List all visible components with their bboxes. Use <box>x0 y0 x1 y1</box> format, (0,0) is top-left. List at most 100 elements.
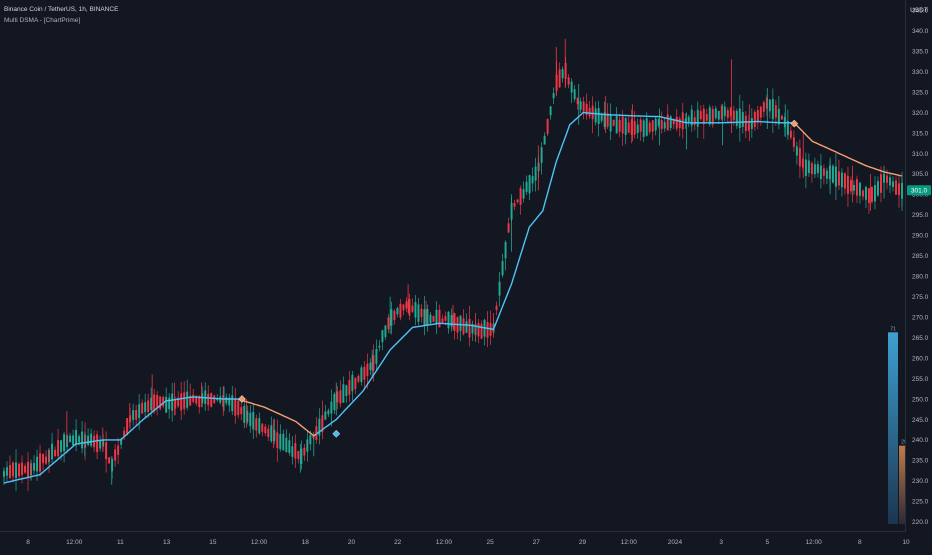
candle-body <box>141 402 144 414</box>
candle-body <box>756 110 759 123</box>
candle-body <box>678 118 681 129</box>
chart-legend[interactable]: Binance Coin / TetherUS, 1h, BINANCE Mul… <box>4 4 118 26</box>
time-tick-label: 13 <box>163 539 171 546</box>
candle-body <box>264 426 267 434</box>
candle-body <box>303 447 306 456</box>
candle-body <box>624 118 627 135</box>
candle-body <box>615 115 618 134</box>
candle-body <box>387 317 390 330</box>
candle-body <box>807 160 810 173</box>
candle-body <box>639 119 642 132</box>
candle-body <box>798 148 801 167</box>
candle-body <box>813 164 816 175</box>
candle-body <box>852 185 855 191</box>
candle-body <box>420 308 423 318</box>
candle-body <box>495 305 498 310</box>
candle-body <box>654 118 657 131</box>
candle-body <box>750 118 753 129</box>
candle-body <box>135 409 138 420</box>
candle-body <box>567 77 570 85</box>
price-tick-label: 250.0 <box>912 396 929 403</box>
candle-body <box>39 453 42 472</box>
candle-body <box>501 261 504 276</box>
candle-body <box>315 426 318 440</box>
candle-body <box>147 400 150 413</box>
candle-body <box>777 108 780 125</box>
candle-body <box>348 380 351 395</box>
candle-body <box>729 107 732 117</box>
candle-body <box>321 415 324 433</box>
candle-body <box>177 397 180 407</box>
candle-body <box>441 318 444 323</box>
candle-body <box>213 395 216 404</box>
dsma-line-bearish <box>793 122 903 177</box>
candle-body <box>825 170 828 179</box>
candle-body <box>570 81 573 93</box>
candle-body <box>447 311 450 329</box>
price-tick-label: 230.0 <box>912 478 929 485</box>
candle-body <box>714 108 717 118</box>
candle-body <box>543 135 546 145</box>
candle-body <box>351 374 354 392</box>
price-axis[interactable]: USDT 220.0 225.0 230.0 235.0 240.0 245.0 250.0 2… <box>906 0 932 550</box>
candle-body <box>87 435 90 445</box>
candle-body <box>153 394 156 412</box>
candle-body <box>708 107 711 125</box>
symbol-title[interactable]: Binance Coin / TetherUS, 1h, BINANCE <box>4 6 119 13</box>
price-tick-label: 305.0 <box>912 171 929 178</box>
candle-body <box>669 116 672 128</box>
candle-body <box>699 111 702 120</box>
indicator-title[interactable]: Multi DSMA - [ChartPrime] <box>4 17 81 24</box>
time-tick-label: 18 <box>302 539 310 546</box>
bullish-signal-marker <box>332 429 341 438</box>
candle-body <box>327 410 330 415</box>
candle-body <box>372 355 375 371</box>
price-tick-label: 255.0 <box>912 376 929 383</box>
candle-body <box>630 119 633 135</box>
candle-body <box>195 395 198 404</box>
candle-body <box>198 395 201 408</box>
bullish-strength-bar <box>888 332 898 524</box>
candle-body <box>873 185 876 202</box>
dsma-line-bullish <box>315 111 795 435</box>
candle-body <box>60 440 63 453</box>
dsma-line-layer <box>3 111 903 484</box>
candle-body <box>399 303 402 318</box>
dsma-line-bullish <box>3 396 243 484</box>
price-tick-label: 295.0 <box>912 212 929 219</box>
candle-body <box>786 120 789 136</box>
candle-body <box>477 323 480 337</box>
candle-body <box>816 164 819 174</box>
strength-bars-layer: 71 29 <box>888 326 909 524</box>
candle-body <box>246 410 249 422</box>
candle-body <box>741 112 744 127</box>
candle-body <box>180 393 183 411</box>
price-tick-label: 220.0 <box>912 519 929 526</box>
candle-body <box>486 322 489 338</box>
candle-body <box>561 69 564 79</box>
candle-body <box>732 110 735 121</box>
candle-body <box>306 439 309 452</box>
grid-layer <box>0 10 905 522</box>
last-price-value: 301.0 <box>911 188 928 195</box>
candle-body <box>507 223 510 233</box>
candle-body <box>792 137 795 147</box>
time-axis[interactable]: 8 12:00 11 13 15 12:00 18 20 22 12:00 25 27 29 12:00 2… <box>0 533 910 550</box>
candle-body <box>504 242 507 259</box>
candle-body <box>843 173 846 189</box>
candle-body <box>642 120 645 137</box>
candle-body <box>855 179 858 196</box>
time-axis-background <box>0 533 906 550</box>
candle-body <box>462 318 465 335</box>
candle-body <box>63 434 66 452</box>
candle-body <box>627 122 630 133</box>
candle-body <box>576 98 579 105</box>
candle-body <box>126 418 129 436</box>
candle-body <box>804 159 807 177</box>
candle-body <box>531 176 534 184</box>
candle-body <box>36 456 39 472</box>
candle-body <box>207 393 210 406</box>
candle-body <box>24 465 26 473</box>
